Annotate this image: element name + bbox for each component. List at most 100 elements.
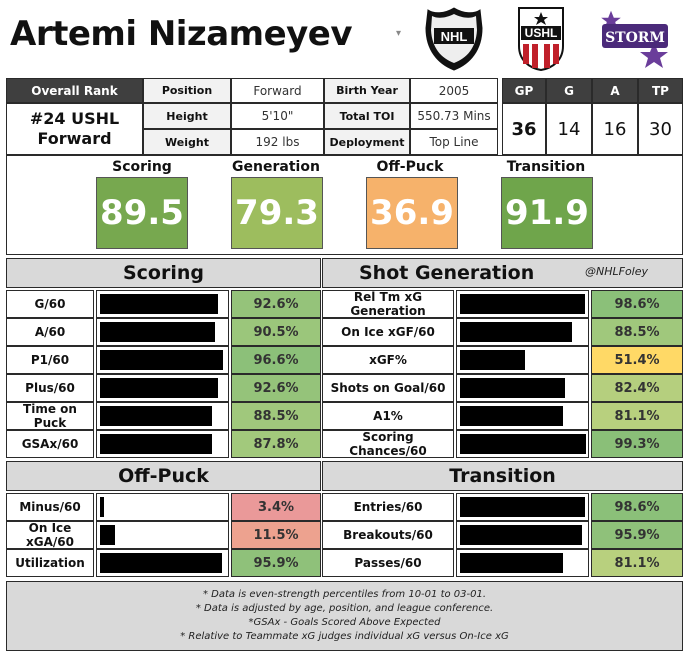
metric-bar xyxy=(100,434,212,454)
storm-logo-text: STORM xyxy=(605,30,665,46)
metric-bar-track xyxy=(456,318,589,346)
birth-year-label: Birth Year xyxy=(324,78,410,103)
tp-value: 30 xyxy=(638,103,683,155)
metric-bar xyxy=(460,322,573,342)
metric-bar xyxy=(100,525,115,545)
deployment-label: Deployment xyxy=(324,129,410,155)
nhl-logo: NHL xyxy=(424,6,484,72)
metric-percentile: 81.1% xyxy=(591,402,683,430)
metric-label: On Ice xGF/60 xyxy=(322,318,454,346)
metric-label: GSAx/60 xyxy=(6,430,94,458)
metric-label: A1% xyxy=(322,402,454,430)
metric-bar-track xyxy=(96,402,229,430)
metric-bar-track xyxy=(96,374,229,402)
metric-bar xyxy=(460,434,587,454)
metric-bar xyxy=(460,525,582,545)
metric-bar xyxy=(100,294,218,314)
metric-bar-track xyxy=(456,374,589,402)
metric-bar-track xyxy=(456,346,589,374)
height-value: 5'10" xyxy=(231,103,324,129)
metric-label: Minus/60 xyxy=(6,493,94,521)
footer-notes: * Data is even-strength percentiles from… xyxy=(6,581,683,651)
metric-percentile: 11.5% xyxy=(231,521,321,549)
position-value: Forward xyxy=(231,78,324,103)
metric-percentile: 98.6% xyxy=(591,290,683,318)
weight-value: 192 lbs xyxy=(231,129,324,155)
metric-percentile: 82.4% xyxy=(591,374,683,402)
metric-label: On Ice xGA/60 xyxy=(6,521,94,549)
metric-bar-track xyxy=(96,346,229,374)
metric-label: Passes/60 xyxy=(322,549,454,577)
metric-bar xyxy=(460,553,563,573)
a-header: A xyxy=(592,78,638,103)
metric-percentile: 95.9% xyxy=(591,521,683,549)
generation-title: Shot Generation xyxy=(322,258,683,288)
metric-bar xyxy=(460,378,565,398)
player-name: Artemi Nizameyev xyxy=(10,14,353,54)
footer-note-4: * Relative to Teammate xG judges individ… xyxy=(180,631,509,642)
footer-note-1: * Data is even-strength percentiles from… xyxy=(202,589,487,600)
metric-bar-track xyxy=(96,430,229,458)
metric-label: A/60 xyxy=(6,318,94,346)
tp-header: TP xyxy=(638,78,683,103)
overall-rank-header: Overall Rank xyxy=(6,78,143,103)
metric-bar xyxy=(100,553,222,573)
metric-percentile: 88.5% xyxy=(591,318,683,346)
metric-label: Utilization xyxy=(6,549,94,577)
weight-label: Weight xyxy=(143,129,231,155)
metric-bar xyxy=(100,378,218,398)
metric-bar-track xyxy=(456,402,589,430)
metric-bar-track xyxy=(456,290,589,318)
position-label: Position xyxy=(143,78,231,103)
metric-label: G/60 xyxy=(6,290,94,318)
g-value: 14 xyxy=(546,103,592,155)
metric-percentile: 95.9% xyxy=(231,549,321,577)
offpuck-title: Off-Puck xyxy=(6,461,321,491)
score-box-scoring: 89.5 xyxy=(96,177,188,249)
metric-label: Shots on Goal/60 xyxy=(322,374,454,402)
metric-percentile: 87.8% xyxy=(231,430,321,458)
metric-bar-track xyxy=(96,521,229,549)
toi-value: 550.73 Mins xyxy=(410,103,498,129)
metric-bar xyxy=(460,294,586,314)
metric-bar-track xyxy=(456,549,589,577)
score-box-offpuck: 36.9 xyxy=(366,177,458,249)
ushl-logo: USHL xyxy=(517,6,565,72)
metric-bar xyxy=(100,322,215,342)
player-dropdown-icon[interactable]: ▾ xyxy=(396,28,402,39)
credit-handle: @NHLFoley xyxy=(585,265,649,278)
metric-percentile: 92.6% xyxy=(231,374,321,402)
metric-bar xyxy=(100,406,213,426)
metric-bar-track xyxy=(456,493,589,521)
footer-note-3: *GSAx - Goals Scored Above Expected xyxy=(248,617,441,628)
metric-bar xyxy=(100,497,105,517)
metric-bar-track xyxy=(456,430,589,458)
score-label-generation: Generation xyxy=(232,159,320,175)
score-label-transition: Transition xyxy=(506,159,586,175)
score-box-generation: 79.3 xyxy=(231,177,323,249)
metric-bar-track xyxy=(456,521,589,549)
gp-header: GP xyxy=(502,78,546,103)
metric-bar-track xyxy=(96,318,229,346)
score-label-scoring: Scoring xyxy=(112,159,172,175)
metric-percentile: 81.1% xyxy=(591,549,683,577)
metric-bar-track xyxy=(96,493,229,521)
g-header: G xyxy=(546,78,592,103)
height-label: Height xyxy=(143,103,231,129)
toi-label: Total TOI xyxy=(324,103,410,129)
a-value: 16 xyxy=(592,103,638,155)
metric-percentile: 96.6% xyxy=(231,346,321,374)
birth-year-value: 2005 xyxy=(410,78,498,103)
metric-percentile: 90.5% xyxy=(231,318,321,346)
metric-bar xyxy=(460,497,586,517)
gp-value: 36 xyxy=(502,103,546,155)
metric-percentile: 92.6% xyxy=(231,290,321,318)
metric-percentile: 51.4% xyxy=(591,346,683,374)
deployment-value: Top Line xyxy=(410,129,498,155)
storm-logo: STORM xyxy=(598,6,672,72)
score-label-offpuck: Off-Puck xyxy=(376,159,444,175)
metric-percentile: 99.3% xyxy=(591,430,683,458)
metric-bar xyxy=(460,350,526,370)
metric-bar-track xyxy=(96,549,229,577)
rank-line-2: Forward xyxy=(37,129,112,148)
